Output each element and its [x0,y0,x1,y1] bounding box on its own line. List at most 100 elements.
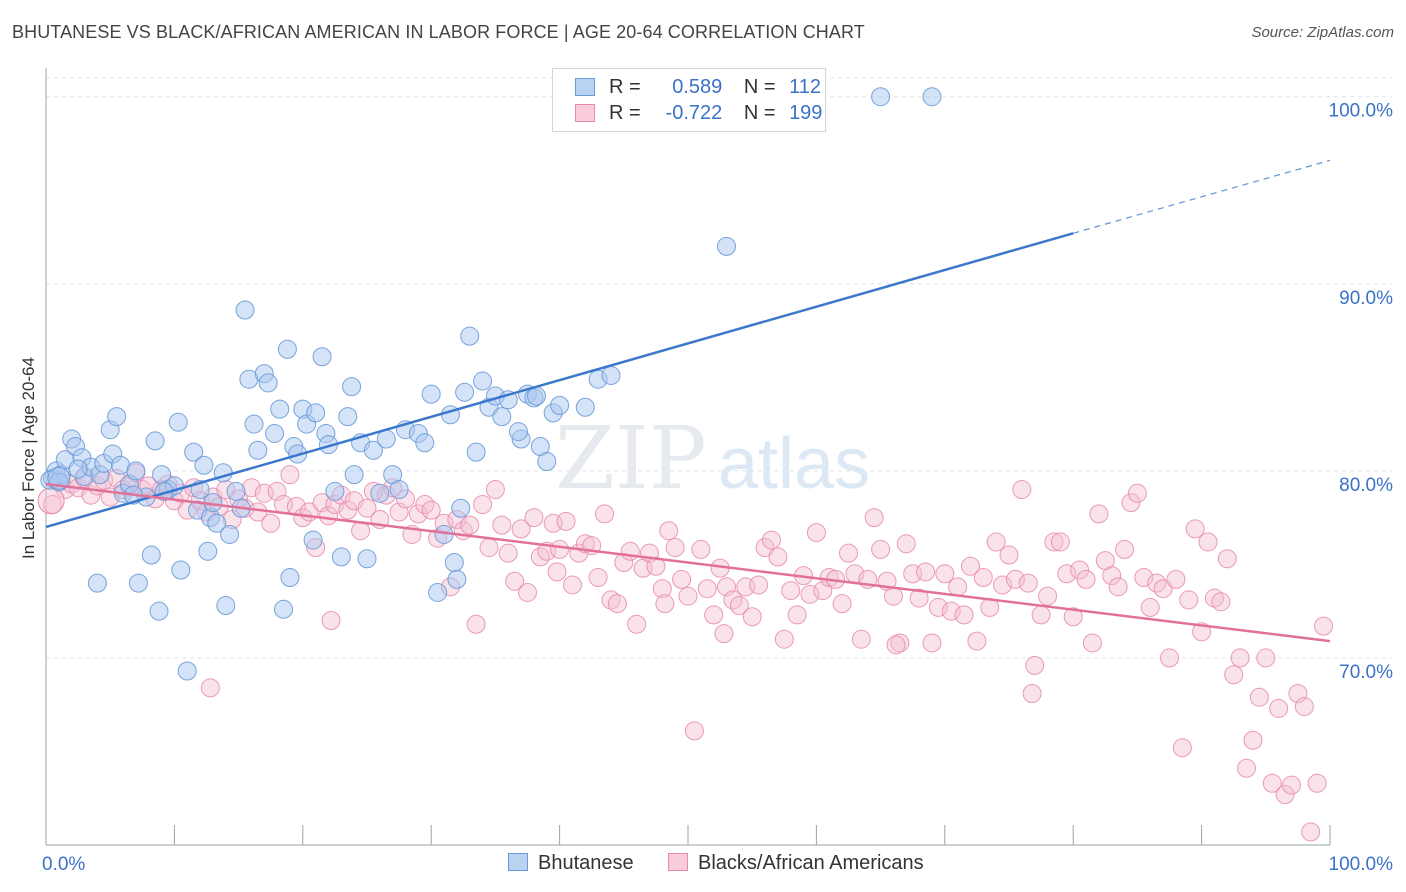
point-bhutanese [447,569,467,589]
point-blacks [595,504,615,524]
point-bhutanese [871,87,891,107]
point-bhutanese [235,300,255,320]
point-blacks [1256,648,1276,668]
point-blacks [588,567,608,587]
chart-title: BHUTANESE VS BLACK/AFRICAN AMERICAN IN L… [12,22,865,42]
point-blacks [1025,655,1045,675]
point-blacks [886,635,906,655]
point-blacks [1230,648,1250,668]
point-blacks [1063,607,1083,627]
axes [45,68,1331,846]
point-bhutanese [128,573,148,593]
watermark-atlas: atlas [718,424,870,504]
point-blacks [659,521,679,541]
bottom-legend-swatch-blue [508,853,528,871]
point-blacks [839,543,858,563]
point-blacks [896,534,916,554]
point-bhutanese [107,407,127,427]
point-blacks [498,543,518,563]
point-blacks [620,541,640,561]
point-blacks [1307,773,1327,793]
point-blacks [1140,597,1160,617]
point-bhutanese [575,397,595,417]
point-blacks [1198,532,1218,552]
point-blacks [691,539,711,559]
point-blacks [556,511,576,531]
point-blacks [1262,773,1282,793]
point-blacks [321,611,341,631]
point-bhutanese [325,481,345,501]
point-blacks [935,564,955,584]
point-bhutanese [601,365,621,385]
point-bhutanese [428,582,448,602]
point-bhutanese [492,407,512,427]
point-blacks [973,567,993,587]
point-bhutanese [342,377,362,397]
point-blacks [408,504,428,524]
point-blacks [466,614,486,634]
point-blacks [832,594,852,614]
point-blacks [524,508,544,528]
watermark: ZIP atlas [555,409,870,509]
point-blacks [646,556,666,576]
point-bhutanese [198,541,218,561]
point-blacks [655,594,675,614]
point-blacks [261,513,281,533]
point-bhutanese [244,414,264,434]
point-blacks [1249,687,1269,707]
point-blacks [922,633,942,653]
point-blacks [800,584,820,604]
point-bhutanese [258,373,278,393]
point-blacks [338,500,358,520]
point-blacks [1102,566,1122,586]
point-blacks [460,515,480,535]
point-blacks [357,498,377,518]
point-blacks [1018,573,1038,593]
point-blacks [967,631,987,651]
legend-r-label: R = [609,76,641,98]
tick-labels: 70.0% 80.0% 90.0% 100.0% 0.0% 100.0% [42,101,1393,875]
point-blacks [948,577,968,597]
point-blacks [1076,569,1096,589]
point-bhutanese [344,465,364,485]
x-tick-label-min: 0.0% [42,854,85,875]
legend-r-value-blacks: -0.722 [665,102,723,124]
point-blacks [684,721,704,741]
point-blacks [761,530,781,550]
point-bhutanese [460,326,480,346]
point-bhutanese [145,431,165,451]
point-blacks [1314,616,1334,636]
point-blacks [704,605,724,625]
point-blacks [550,539,570,559]
point-bhutanese [421,384,441,404]
bottom-legend-label-blacks: Blacks/African Americans [698,852,924,874]
point-blacks [1166,569,1186,589]
point-blacks [1089,504,1109,524]
point-blacks [200,678,220,698]
legend-r-label: R = [609,102,641,124]
point-bhutanese [265,423,285,443]
point-blacks [1153,579,1173,599]
point-blacks [1224,665,1244,685]
point-bhutanese [509,422,529,442]
point-blacks [678,586,698,606]
point-blacks [928,597,948,617]
y-tick-label: 90.0% [1339,288,1393,309]
point-blacks [505,571,525,591]
legend-n-label: N = [743,102,776,124]
point-blacks [1204,588,1224,608]
legend-box: R = 0.589 N = 112 R = -0.722 N = 199 [552,68,826,132]
point-blacks [280,465,300,485]
point-blacks [1057,564,1077,584]
point-blacks [1185,519,1205,539]
point-bhutanese [248,440,268,460]
point-blacks [518,582,537,602]
point-blacks [1217,549,1237,569]
point-blacks [941,601,961,621]
point-blacks [1022,683,1042,703]
point-blacks [1050,532,1070,552]
series-blacks-points [37,463,1334,842]
point-blacks [1082,633,1102,653]
point-blacks [627,614,647,634]
